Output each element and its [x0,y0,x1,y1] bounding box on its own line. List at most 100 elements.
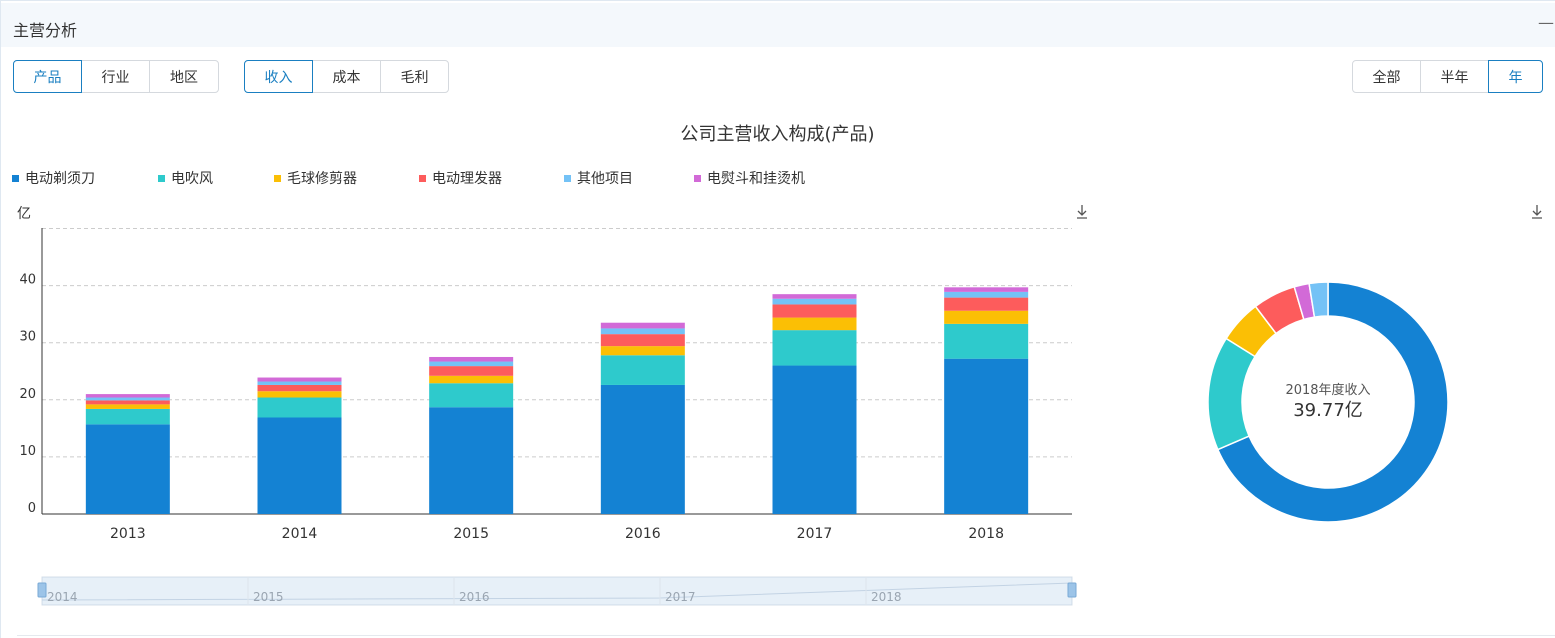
tab-revenue[interactable]: 收入 [244,60,313,93]
legend-label: 电动理发器 [432,171,502,187]
legend-item[interactable]: 其他项目 [564,168,633,188]
tab-gross-profit[interactable]: 毛利 [380,60,449,93]
zoom-slider-selection[interactable] [42,577,1072,605]
zoom-slider-label: 2014 [47,590,78,604]
zoom-slider-label: 2018 [871,590,902,604]
bar-segment[interactable] [772,317,857,331]
bar-segment[interactable] [772,294,857,299]
y-tick-label: 10 [19,444,36,459]
bar-segment[interactable] [429,361,514,367]
bar-segment[interactable] [257,381,342,385]
bar-segment[interactable] [257,397,342,418]
bar-segment[interactable] [85,404,170,409]
x-tick-label: 2015 [453,526,489,542]
download-icon[interactable] [1075,204,1089,220]
x-tick-label: 2013 [110,526,146,542]
bar-segment[interactable] [600,334,685,347]
bar-segment[interactable] [600,328,685,335]
bar-segment[interactable] [85,424,170,514]
donut-center-value: 39.77亿 [1293,400,1363,421]
y-tick-label: 30 [19,330,36,345]
bar-segment[interactable] [429,375,514,384]
legend-label: 毛球修剪器 [287,171,357,187]
bar-segment[interactable] [257,377,342,382]
bar-segment[interactable] [429,356,514,362]
bar-segment[interactable] [772,365,857,514]
legend-item[interactable]: 电熨斗和挂烫机 [694,168,805,188]
x-tick-label: 2017 [797,526,833,542]
download-icon[interactable] [1530,204,1544,220]
zoom-slider-label: 2016 [459,590,490,604]
bar-segment[interactable] [85,397,170,401]
donut-slice[interactable] [1216,281,1449,523]
bar-segment[interactable] [257,417,342,514]
y-axis-unit-label: 亿 [17,206,31,222]
chart-title: 公司主营收入构成(产品) [680,124,875,145]
y-tick-label: 40 [19,273,36,288]
zoom-slider-label: 2017 [665,590,696,604]
legend-label: 电动剃须刀 [25,171,95,187]
bar-segment[interactable] [600,355,685,385]
bar-segment[interactable] [772,330,857,366]
legend-item[interactable]: 电动理发器 [419,168,502,188]
tab-all[interactable]: 全部 [1352,60,1421,93]
bar-segment[interactable] [600,322,685,329]
legend-swatch [274,174,281,182]
donut-slice[interactable] [1207,337,1257,451]
y-tick-label: 20 [19,387,36,402]
bar-segment[interactable] [429,407,514,514]
metric-tab-group: 收入 成本 毛利 [244,60,449,93]
bar-segment[interactable] [429,366,514,376]
bar-segment[interactable] [772,298,857,305]
zoom-handle-left[interactable] [37,582,47,598]
panel-header: 主营分析 — [1,3,1555,47]
bar-segment[interactable] [772,304,857,318]
legend-label: 电熨斗和挂烫机 [707,171,805,187]
bar-segment[interactable] [429,383,514,408]
bar-segment[interactable] [85,394,170,398]
bar-segment[interactable] [944,297,1029,311]
bar-segment[interactable] [257,391,342,398]
legend-swatch [564,174,571,182]
bar-segment[interactable] [257,384,342,392]
x-tick-label: 2018 [968,526,1004,542]
bar-segment[interactable] [944,323,1029,359]
panel-title: 主营分析 [13,21,78,40]
bar-segment[interactable] [944,291,1029,298]
zoom-slider-track[interactable] [41,576,1073,606]
dimension-tab-group: 产品 行业 地区 [13,60,219,93]
bar-segment[interactable] [944,287,1029,292]
bar-segment[interactable] [85,400,170,405]
tab-product[interactable]: 产品 [13,60,82,93]
bar-segment[interactable] [944,310,1029,324]
zoom-slider-label: 2015 [253,590,284,604]
legend-label: 其他项目 [577,171,633,187]
legend-item[interactable]: 电动剃须刀 [12,168,95,188]
bar-segment[interactable] [85,408,170,425]
zoom-handle-right[interactable] [1067,582,1077,598]
legend-item[interactable]: 电吹风 [158,168,213,188]
donut-center-caption: 2018年度收入 [1285,382,1370,398]
tab-half-year[interactable]: 半年 [1420,60,1489,93]
tab-year[interactable]: 年 [1488,60,1543,93]
panel-divider [17,635,1555,636]
bar-segment[interactable] [600,346,685,356]
legend-item[interactable]: 毛球修剪器 [274,168,357,188]
donut-slice[interactable] [1308,281,1329,318]
period-tab-group: 全部 半年 年 [1352,60,1543,93]
bar-segment[interactable] [600,384,685,514]
legend-label: 电吹风 [171,171,213,187]
tab-cost[interactable]: 成本 [312,60,381,93]
tab-region[interactable]: 地区 [149,60,219,93]
x-tick-label: 2014 [282,526,318,542]
collapse-button[interactable]: — [1538,13,1554,32]
bar-segment[interactable] [944,358,1029,514]
legend-swatch [12,174,19,182]
legend-swatch [158,174,165,182]
legend-swatch [694,174,701,182]
x-tick-label: 2016 [625,526,661,542]
legend-swatch [419,174,426,182]
